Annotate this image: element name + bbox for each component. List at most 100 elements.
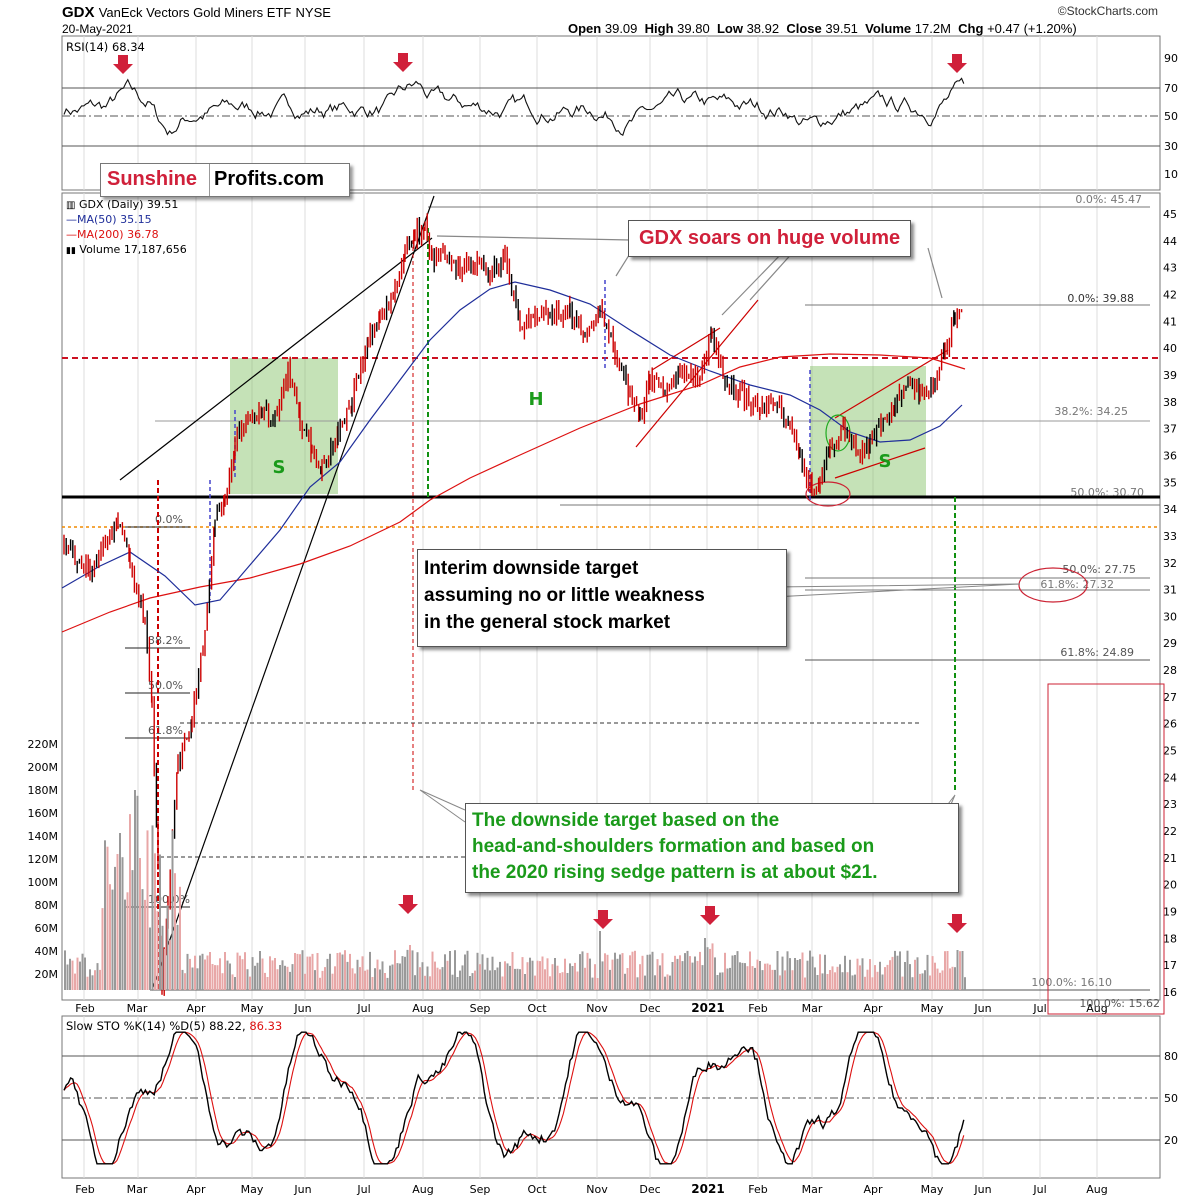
rsi-tick-label: 70 xyxy=(1164,82,1178,95)
volume-bar xyxy=(501,976,504,990)
month-tick-label: Sep xyxy=(470,1002,491,1015)
volume-bar xyxy=(456,977,459,990)
volume-bar xyxy=(359,967,361,990)
volume-bar xyxy=(386,977,389,990)
volume-bar xyxy=(619,954,621,990)
volume-bar xyxy=(189,958,191,990)
volume-bar xyxy=(574,962,576,990)
rsi-line xyxy=(63,77,965,137)
volume-bar xyxy=(336,953,339,990)
volume-bar xyxy=(689,956,691,990)
price-tick-label: 31 xyxy=(1163,584,1177,597)
volume-bar xyxy=(601,961,604,990)
volume-bar xyxy=(109,884,111,990)
month-tick-label: Dec xyxy=(639,1183,660,1196)
volume-bar xyxy=(876,971,879,990)
volume-bar xyxy=(571,966,574,990)
month-tick-label: Jul xyxy=(356,1183,370,1196)
price-tick-label: 28 xyxy=(1163,664,1177,677)
callout-pointers xyxy=(419,235,1021,823)
price-tick-label: 43 xyxy=(1163,262,1177,275)
volume-bar xyxy=(864,976,866,990)
volume-bar xyxy=(431,951,434,990)
rsi-arrow-down xyxy=(947,54,967,73)
volume-bar xyxy=(634,950,636,990)
volume-bar xyxy=(104,840,106,990)
volume-bar xyxy=(681,961,684,990)
price-tick-label: 26 xyxy=(1163,718,1177,731)
volume-bar xyxy=(119,833,121,990)
volume-bar xyxy=(644,975,646,990)
volume-bar xyxy=(346,961,349,990)
volume-tick-label: 180M xyxy=(28,784,59,797)
volume-bar xyxy=(309,956,311,990)
volume-bar xyxy=(99,969,101,990)
volume-bar xyxy=(811,956,814,990)
volume-bar xyxy=(894,950,896,990)
volume-bar xyxy=(101,908,104,990)
volume-bar xyxy=(631,951,634,990)
volume-bar xyxy=(891,956,894,990)
month-tick-label: May xyxy=(241,1002,264,1015)
volume-bar xyxy=(959,951,961,990)
volume-tick-label: 80M xyxy=(35,899,59,912)
volume-bar xyxy=(111,889,114,990)
volume-bar xyxy=(826,974,829,990)
volume-bar xyxy=(254,965,256,990)
volume-bar xyxy=(449,951,451,990)
volume-bar xyxy=(466,950,469,990)
volume-bar xyxy=(954,967,956,990)
price-tick-label: 39 xyxy=(1163,369,1177,382)
volume-bar xyxy=(741,962,744,990)
volume-bar xyxy=(724,952,726,990)
volume-bar xyxy=(176,924,179,990)
volume-bar xyxy=(956,950,959,990)
target-ellipse xyxy=(1018,567,1088,603)
ma200-line xyxy=(61,353,966,633)
volume-bar xyxy=(296,953,299,990)
source-credit: ©StockCharts.com xyxy=(1057,4,1158,18)
month-tick-label: May xyxy=(921,1183,944,1196)
volume-bar xyxy=(306,956,309,990)
volume-bar xyxy=(769,964,771,990)
volume-bar xyxy=(149,927,151,990)
month-tick-label: Nov xyxy=(586,1183,608,1196)
volume-bar xyxy=(156,911,159,990)
volume-bar xyxy=(279,965,281,990)
volume-bar xyxy=(96,963,99,990)
volume-bar xyxy=(686,950,689,990)
volume-bar xyxy=(326,958,329,990)
callout-pointer xyxy=(419,789,466,823)
volume-bar xyxy=(699,951,701,990)
month-tick-label: Aug xyxy=(412,1002,433,1015)
callout-pointer xyxy=(772,583,1021,598)
price-tick-label: 22 xyxy=(1163,825,1177,838)
volume-bar xyxy=(784,970,786,990)
volume-bar xyxy=(536,960,539,990)
volume-bar xyxy=(201,953,204,990)
volume-arrow-down xyxy=(947,914,967,933)
volume-bar xyxy=(169,940,171,990)
volume-bar xyxy=(486,957,489,990)
month-tick-label: Mar xyxy=(802,1183,823,1196)
volume-bar xyxy=(434,961,436,990)
volume-bar xyxy=(561,972,564,990)
fib-label: 38.2%: 34.25 xyxy=(1054,405,1128,418)
month-tick-label: May xyxy=(921,1002,944,1015)
volume-bar xyxy=(269,956,271,990)
volume-tick-label: 220M xyxy=(28,738,59,751)
volume-bar xyxy=(161,925,164,990)
volume-bar xyxy=(349,953,351,990)
volume-bar xyxy=(231,974,234,990)
price-tick-label: 25 xyxy=(1163,745,1177,758)
volume-tick-label: 100M xyxy=(28,876,59,889)
volume-bar xyxy=(654,975,656,990)
volume-bar xyxy=(484,969,486,990)
volume-bar xyxy=(846,972,849,990)
volume-bar xyxy=(714,957,716,990)
month-tick-label: Apr xyxy=(863,1183,883,1196)
volume-bar xyxy=(526,962,529,990)
price-tick-label: 20 xyxy=(1163,879,1177,892)
volume-bar xyxy=(281,960,284,990)
price-tick-label: 41 xyxy=(1163,315,1177,328)
